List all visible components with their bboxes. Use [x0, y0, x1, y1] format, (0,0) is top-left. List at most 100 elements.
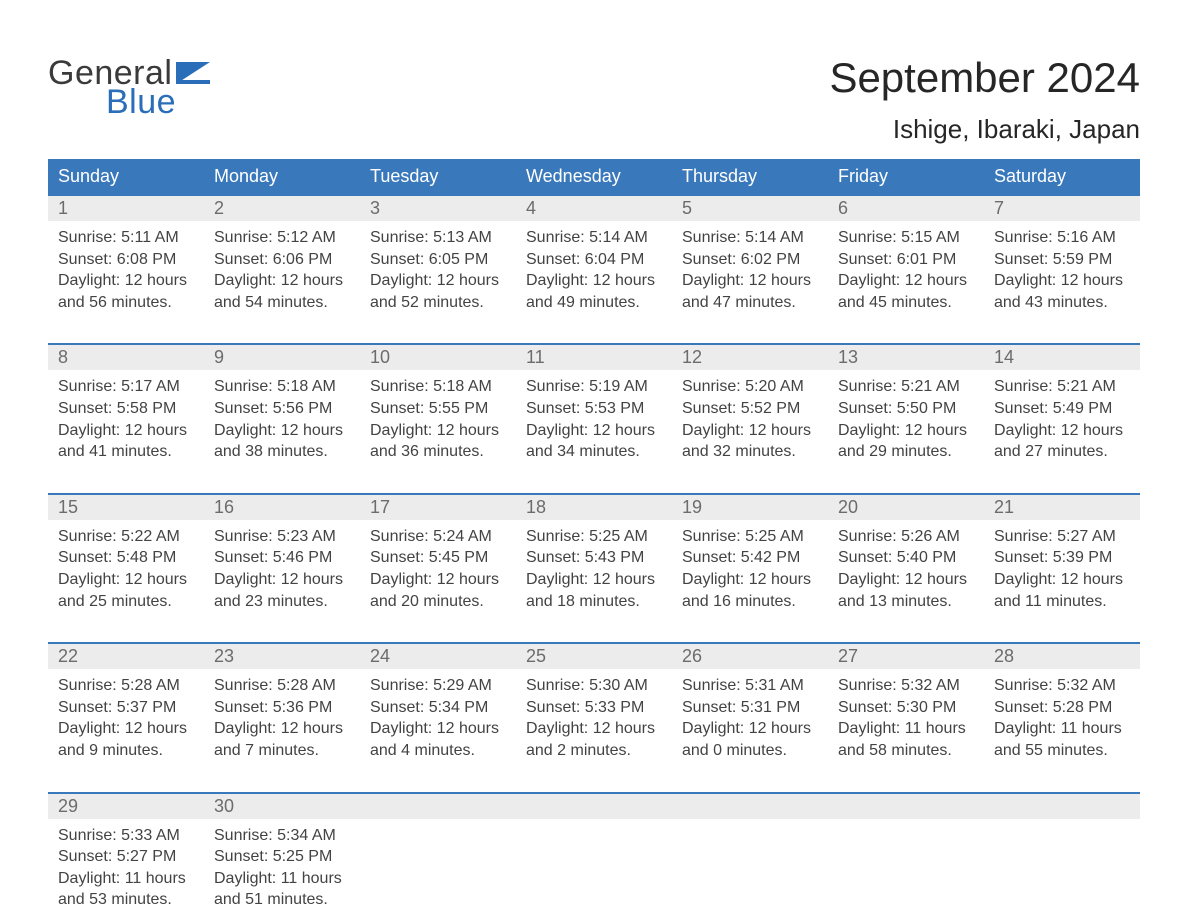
day-number: 13 [828, 345, 984, 370]
day-body: Sunrise: 5:27 AMSunset: 5:39 PMDaylight:… [984, 520, 1140, 612]
day-number [984, 794, 1140, 819]
calendar-day-cell: 14Sunrise: 5:21 AMSunset: 5:49 PMDayligh… [984, 345, 1140, 466]
sunset-text: Sunset: 5:42 PM [682, 547, 818, 569]
daylight-line1: Daylight: 12 hours [526, 420, 662, 442]
day-body: Sunrise: 5:28 AMSunset: 5:36 PMDaylight:… [204, 669, 360, 761]
day-body: Sunrise: 5:32 AMSunset: 5:28 PMDaylight:… [984, 669, 1140, 761]
sunrise-text: Sunrise: 5:30 AM [526, 675, 662, 697]
day-number: 26 [672, 644, 828, 669]
day-body: Sunrise: 5:13 AMSunset: 6:05 PMDaylight:… [360, 221, 516, 313]
sunrise-text: Sunrise: 5:18 AM [370, 376, 506, 398]
day-number: 3 [360, 196, 516, 221]
daylight-line2: and 56 minutes. [58, 292, 194, 314]
daylight-line1: Daylight: 12 hours [58, 270, 194, 292]
sunset-text: Sunset: 5:45 PM [370, 547, 506, 569]
day-number: 21 [984, 495, 1140, 520]
sunset-text: Sunset: 6:08 PM [58, 249, 194, 271]
day-body: Sunrise: 5:23 AMSunset: 5:46 PMDaylight:… [204, 520, 360, 612]
calendar-day-cell: 24Sunrise: 5:29 AMSunset: 5:34 PMDayligh… [360, 644, 516, 765]
daylight-line1: Daylight: 12 hours [58, 569, 194, 591]
sunset-text: Sunset: 6:05 PM [370, 249, 506, 271]
calendar-day-cell: 8Sunrise: 5:17 AMSunset: 5:58 PMDaylight… [48, 345, 204, 466]
sunset-text: Sunset: 5:36 PM [214, 697, 350, 719]
header-tuesday: Tuesday [360, 159, 516, 194]
daylight-line2: and 51 minutes. [214, 889, 350, 911]
calendar-day-cell: 23Sunrise: 5:28 AMSunset: 5:36 PMDayligh… [204, 644, 360, 765]
day-body: Sunrise: 5:24 AMSunset: 5:45 PMDaylight:… [360, 520, 516, 612]
day-number: 30 [204, 794, 360, 819]
daylight-line1: Daylight: 12 hours [994, 420, 1130, 442]
daylight-line2: and 23 minutes. [214, 591, 350, 613]
day-number: 19 [672, 495, 828, 520]
daylight-line2: and 27 minutes. [994, 441, 1130, 463]
day-body: Sunrise: 5:15 AMSunset: 6:01 PMDaylight:… [828, 221, 984, 313]
day-number: 28 [984, 644, 1140, 669]
sunrise-text: Sunrise: 5:21 AM [994, 376, 1130, 398]
sunrise-text: Sunrise: 5:22 AM [58, 526, 194, 548]
daylight-line1: Daylight: 12 hours [682, 718, 818, 740]
calendar-day-cell: 10Sunrise: 5:18 AMSunset: 5:55 PMDayligh… [360, 345, 516, 466]
calendar-day-cell [360, 794, 516, 915]
day-number: 18 [516, 495, 672, 520]
day-number: 20 [828, 495, 984, 520]
sunrise-text: Sunrise: 5:14 AM [682, 227, 818, 249]
sunset-text: Sunset: 6:01 PM [838, 249, 974, 271]
sunset-text: Sunset: 6:06 PM [214, 249, 350, 271]
sunrise-text: Sunrise: 5:26 AM [838, 526, 974, 548]
daylight-line1: Daylight: 12 hours [370, 270, 506, 292]
daylight-line2: and 53 minutes. [58, 889, 194, 911]
calendar-day-cell: 2Sunrise: 5:12 AMSunset: 6:06 PMDaylight… [204, 196, 360, 317]
daylight-line2: and 25 minutes. [58, 591, 194, 613]
day-body: Sunrise: 5:16 AMSunset: 5:59 PMDaylight:… [984, 221, 1140, 313]
daylight-line1: Daylight: 12 hours [214, 569, 350, 591]
day-number: 17 [360, 495, 516, 520]
header-sunday: Sunday [48, 159, 204, 194]
logo-text-blue: Blue [106, 83, 210, 122]
sunrise-text: Sunrise: 5:16 AM [994, 227, 1130, 249]
sunset-text: Sunset: 5:39 PM [994, 547, 1130, 569]
daylight-line1: Daylight: 11 hours [214, 868, 350, 890]
calendar-day-cell: 1Sunrise: 5:11 AMSunset: 6:08 PMDaylight… [48, 196, 204, 317]
daylight-line2: and 34 minutes. [526, 441, 662, 463]
day-number: 10 [360, 345, 516, 370]
day-number: 8 [48, 345, 204, 370]
calendar-day-cell: 26Sunrise: 5:31 AMSunset: 5:31 PMDayligh… [672, 644, 828, 765]
sunrise-text: Sunrise: 5:21 AM [838, 376, 974, 398]
calendar-day-cell: 20Sunrise: 5:26 AMSunset: 5:40 PMDayligh… [828, 495, 984, 616]
calendar-day-cell: 18Sunrise: 5:25 AMSunset: 5:43 PMDayligh… [516, 495, 672, 616]
calendar-week-row: 15Sunrise: 5:22 AMSunset: 5:48 PMDayligh… [48, 493, 1140, 616]
daylight-line2: and 45 minutes. [838, 292, 974, 314]
daylight-line1: Daylight: 12 hours [370, 420, 506, 442]
calendar-day-cell: 22Sunrise: 5:28 AMSunset: 5:37 PMDayligh… [48, 644, 204, 765]
daylight-line2: and 38 minutes. [214, 441, 350, 463]
day-body: Sunrise: 5:22 AMSunset: 5:48 PMDaylight:… [48, 520, 204, 612]
day-number: 25 [516, 644, 672, 669]
day-number: 9 [204, 345, 360, 370]
day-body: Sunrise: 5:30 AMSunset: 5:33 PMDaylight:… [516, 669, 672, 761]
daylight-line2: and 13 minutes. [838, 591, 974, 613]
header-thursday: Thursday [672, 159, 828, 194]
daylight-line1: Daylight: 12 hours [526, 270, 662, 292]
day-body: Sunrise: 5:14 AMSunset: 6:04 PMDaylight:… [516, 221, 672, 313]
day-number: 14 [984, 345, 1140, 370]
calendar-day-cell [672, 794, 828, 915]
daylight-line1: Daylight: 12 hours [526, 718, 662, 740]
daylight-line2: and 11 minutes. [994, 591, 1130, 613]
day-number: 6 [828, 196, 984, 221]
day-body: Sunrise: 5:14 AMSunset: 6:02 PMDaylight:… [672, 221, 828, 313]
calendar-day-cell: 15Sunrise: 5:22 AMSunset: 5:48 PMDayligh… [48, 495, 204, 616]
daylight-line2: and 9 minutes. [58, 740, 194, 762]
calendar-week-row: 1Sunrise: 5:11 AMSunset: 6:08 PMDaylight… [48, 194, 1140, 317]
calendar-day-cell [828, 794, 984, 915]
day-body: Sunrise: 5:26 AMSunset: 5:40 PMDaylight:… [828, 520, 984, 612]
day-body: Sunrise: 5:18 AMSunset: 5:56 PMDaylight:… [204, 370, 360, 462]
sunset-text: Sunset: 5:31 PM [682, 697, 818, 719]
sunset-text: Sunset: 6:04 PM [526, 249, 662, 271]
sunset-text: Sunset: 5:58 PM [58, 398, 194, 420]
daylight-line2: and 36 minutes. [370, 441, 506, 463]
daylight-line2: and 20 minutes. [370, 591, 506, 613]
daylight-line2: and 16 minutes. [682, 591, 818, 613]
daylight-line2: and 47 minutes. [682, 292, 818, 314]
day-number [828, 794, 984, 819]
day-number: 27 [828, 644, 984, 669]
